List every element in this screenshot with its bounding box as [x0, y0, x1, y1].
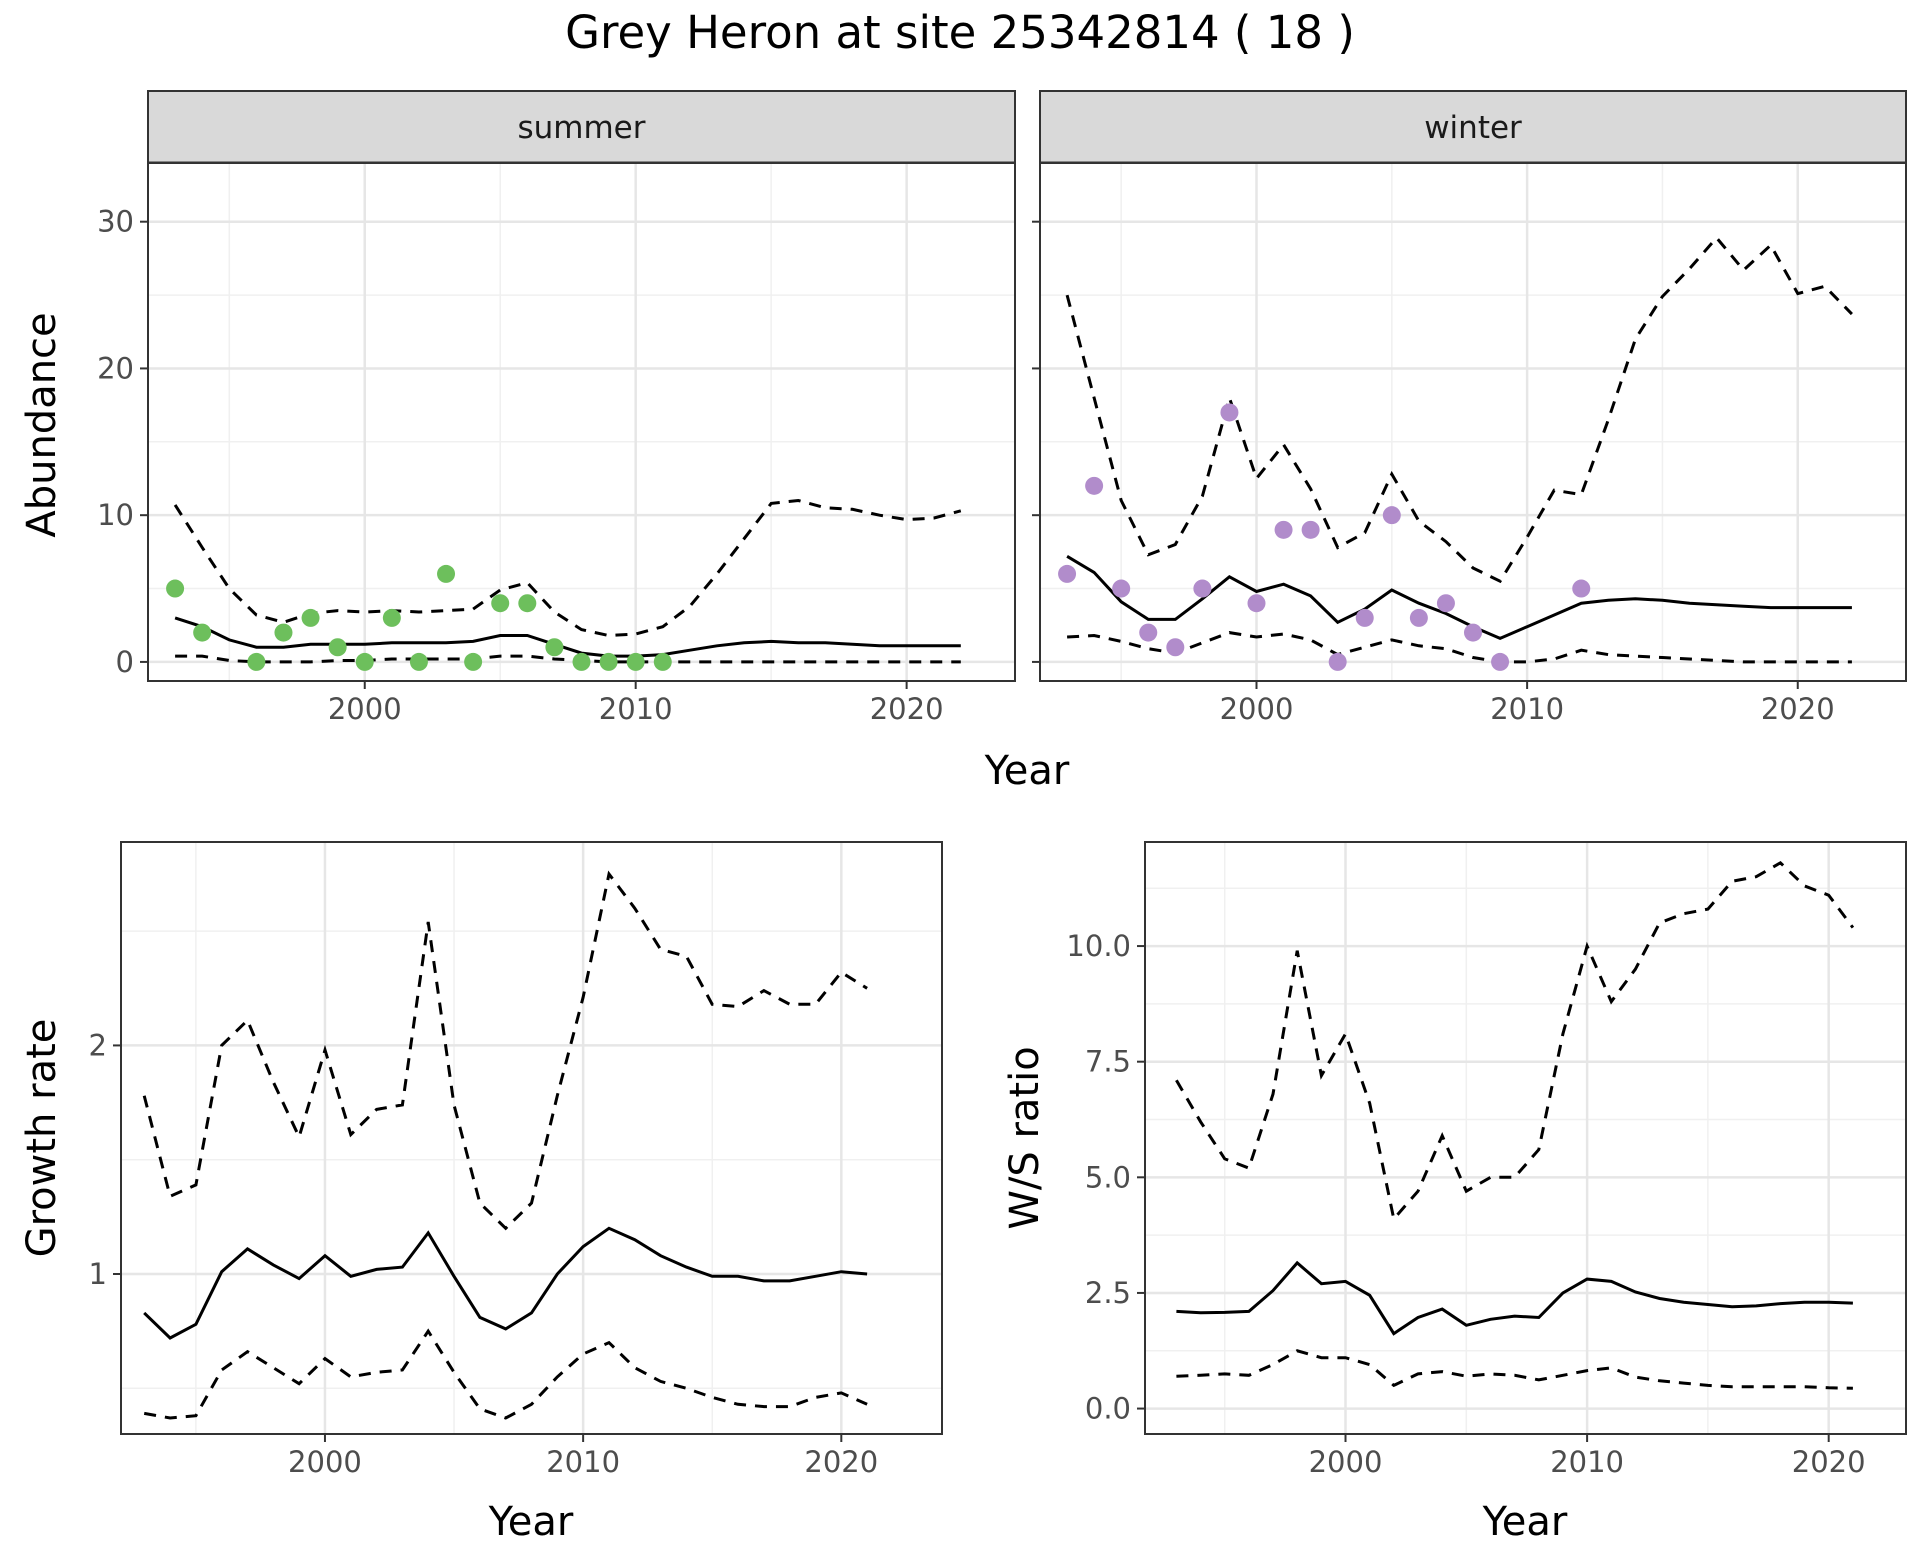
series-line-estimate: [143, 1226, 868, 1340]
facet-strip-label: summer: [517, 110, 645, 146]
data-point: [355, 652, 374, 671]
data-point: [1247, 594, 1266, 613]
x-tick-label: 2010: [1490, 692, 1564, 726]
y-tick-label: 0: [116, 645, 134, 679]
y-tick-label: 10: [97, 498, 134, 532]
y-tick-label: 0.0: [1085, 1392, 1131, 1426]
x-tick-label: 2000: [1309, 1445, 1383, 1479]
data-point: [518, 594, 537, 613]
series-line-estimate: [1176, 1260, 1853, 1336]
x-tick-label: 2010: [599, 692, 673, 726]
panel-border: [1144, 841, 1907, 1435]
data-point: [626, 652, 645, 671]
top-y-axis-title: Abundance: [19, 312, 65, 537]
data-point: [1491, 652, 1510, 671]
y-tick-label: 1: [89, 1257, 107, 1291]
top-x-axis-title: Year: [984, 748, 1070, 794]
facet-strip: [1039, 90, 1907, 164]
series-line-upper: [142, 870, 868, 1231]
data-point: [491, 594, 510, 613]
x-tick-label: 2020: [1792, 1445, 1866, 1479]
data-point: [166, 579, 185, 598]
data-point: [1193, 579, 1212, 598]
data-point: [599, 652, 618, 671]
plot-background: [121, 842, 942, 1434]
ws-ratio-panel: 2000 2010 2020 0.0 2.5 5.0 7.5 10.0: [1066, 841, 1907, 1479]
data-point: [1274, 520, 1293, 539]
x-tick-label: 2000: [1220, 692, 1294, 726]
facet-strip-label: winter: [1424, 110, 1522, 146]
data-point: [1166, 638, 1185, 657]
ws-y-axis-title: W/S ratio: [1002, 1046, 1048, 1229]
data-point: [193, 623, 212, 642]
data-point: [301, 608, 320, 627]
x-tick-label: 2000: [328, 692, 402, 726]
y-tick-label: 10.0: [1066, 929, 1131, 963]
y-tick-label: 2.5: [1085, 1276, 1131, 1310]
y-tick-label: 30: [97, 205, 134, 239]
series-line-lower: [1067, 631, 1852, 664]
growth-y-axis-title: Growth rate: [19, 1019, 65, 1258]
series-line-lower: [175, 654, 961, 664]
panel-border: [120, 841, 943, 1435]
series-line-estimate: [1066, 555, 1852, 641]
data-point: [1301, 520, 1320, 539]
x-tick-label: 2020: [870, 692, 944, 726]
winter-panel: winter 2000 2010 2020: [1032, 90, 1907, 726]
data-point: [247, 652, 266, 671]
chart-title: Grey Heron at site 25342814 ( 18 ): [565, 6, 1355, 59]
data-point: [409, 652, 428, 671]
plot-background: [148, 163, 1015, 681]
data-point: [1409, 608, 1428, 627]
series-line-estimate: [174, 616, 961, 658]
x-tick-label: 2020: [1761, 692, 1835, 726]
y-tick-label: 20: [97, 351, 134, 385]
data-point: [464, 652, 483, 671]
summer-panel: summer 2000 2010 2020 0 10 20 30: [97, 90, 1016, 726]
data-point: [653, 652, 672, 671]
data-point: [1436, 594, 1455, 613]
panel-border: [1039, 162, 1907, 682]
data-point: [274, 623, 293, 642]
series-line-lower: [143, 1328, 868, 1420]
data-point: [1355, 608, 1374, 627]
data-point: [1328, 652, 1347, 671]
growth-x-axis-title: Year: [488, 1499, 574, 1545]
data-point: [1058, 564, 1077, 583]
series-line-upper: [1065, 235, 1853, 584]
y-tick-label: 5.0: [1085, 1160, 1131, 1194]
facet-strip: [147, 90, 1016, 164]
data-point: [1220, 403, 1239, 422]
ws-x-axis-title: Year: [1482, 1499, 1568, 1545]
series-line-upper: [1175, 860, 1855, 1223]
growth-rate-panel: 2000 2010 2020 1 2: [89, 841, 943, 1479]
data-point: [1464, 623, 1482, 642]
y-tick-label: 2: [89, 1028, 107, 1062]
series-line-lower: [1176, 1349, 1853, 1390]
x-tick-label: 2000: [288, 1445, 362, 1479]
plot-background: [1145, 842, 1906, 1434]
data-point: [1112, 579, 1131, 598]
x-tick-label: 2020: [804, 1445, 878, 1479]
plot-background: [1040, 163, 1906, 681]
data-point: [1139, 623, 1158, 642]
data-point: [437, 564, 456, 583]
x-tick-label: 2010: [1550, 1445, 1624, 1479]
data-point: [1572, 579, 1591, 598]
data-point: [328, 638, 347, 657]
data-point: [545, 638, 564, 657]
x-tick-label: 2010: [546, 1445, 620, 1479]
y-tick-label: 7.5: [1085, 1045, 1131, 1079]
data-point: [382, 608, 401, 627]
data-point: [572, 652, 591, 671]
data-point: [1382, 506, 1401, 525]
panel-border: [147, 162, 1016, 682]
data-point: [1085, 476, 1104, 495]
